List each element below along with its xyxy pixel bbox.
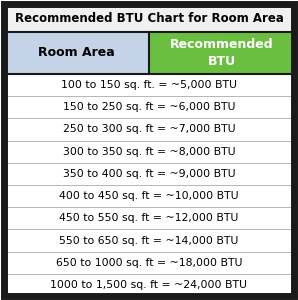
Text: 450 to 550 sq. ft = ~12,000 BTU: 450 to 550 sq. ft = ~12,000 BTU: [59, 213, 239, 223]
Text: 150 to 250 sq. ft = ~6,000 BTU: 150 to 250 sq. ft = ~6,000 BTU: [63, 102, 235, 112]
Bar: [4, 4, 294, 32]
Text: 100 to 150 sq. ft. = ~5,000 BTU: 100 to 150 sq. ft. = ~5,000 BTU: [61, 80, 237, 90]
Text: 650 to 1000 sq. ft = ~18,000 BTU: 650 to 1000 sq. ft = ~18,000 BTU: [56, 258, 242, 268]
Bar: [4, 96, 294, 118]
Bar: [4, 185, 294, 207]
Bar: [4, 32, 149, 74]
Text: 550 to 650 sq. ft = ~14,000 BTU: 550 to 650 sq. ft = ~14,000 BTU: [59, 236, 239, 245]
Bar: [4, 163, 294, 185]
Bar: [149, 32, 294, 74]
Bar: [4, 207, 294, 230]
Bar: [4, 274, 294, 296]
Bar: [4, 252, 294, 274]
Bar: [4, 118, 294, 141]
Text: Recommended BTU Chart for Room Area: Recommended BTU Chart for Room Area: [15, 11, 283, 25]
Text: 350 to 400 sq. ft = ~9,000 BTU: 350 to 400 sq. ft = ~9,000 BTU: [63, 169, 235, 179]
Text: 400 to 450 sq. ft = ~10,000 BTU: 400 to 450 sq. ft = ~10,000 BTU: [59, 191, 239, 201]
Bar: [4, 74, 294, 96]
Text: 250 to 300 sq. ft = ~7,000 BTU: 250 to 300 sq. ft = ~7,000 BTU: [63, 124, 235, 134]
Bar: [4, 230, 294, 252]
Text: 300 to 350 sq. ft = ~8,000 BTU: 300 to 350 sq. ft = ~8,000 BTU: [63, 147, 235, 157]
Bar: [4, 141, 294, 163]
Text: 1000 to 1,500 sq. ft = ~24,000 BTU: 1000 to 1,500 sq. ft = ~24,000 BTU: [50, 280, 248, 290]
Text: Room Area: Room Area: [38, 46, 115, 59]
Text: Recommended
BTU: Recommended BTU: [170, 38, 273, 68]
